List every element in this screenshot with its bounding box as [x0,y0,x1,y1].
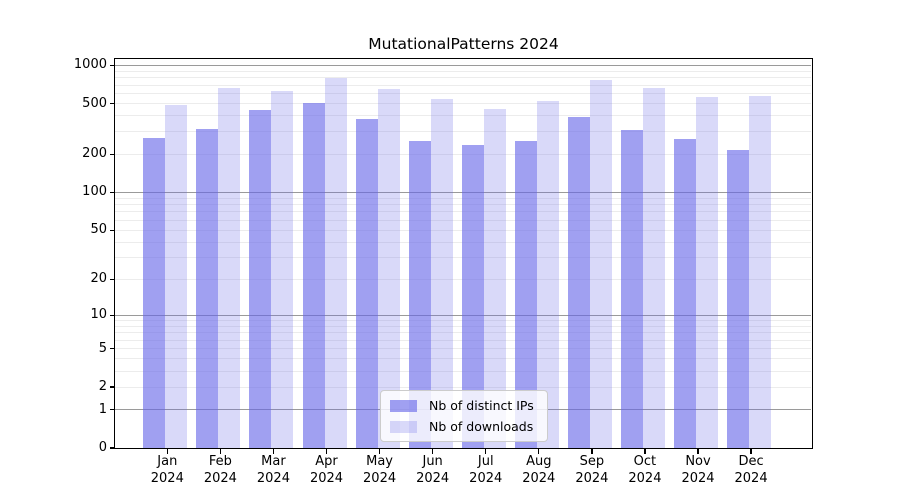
x-axis-tick [166,449,168,454]
grid-line-minor [115,70,811,72]
bar-downloads [377,88,400,448]
x-tick-label: Sep 2024 [575,454,609,486]
legend: Nb of distinct IPs Nb of downloads [380,390,548,442]
y-tick-label: 1000 [73,57,107,73]
grid-line-minor [115,77,811,79]
x-axis-tick [750,449,752,454]
x-tick-label: Apr 2024 [309,454,344,486]
bar-downloads [536,100,559,448]
bar-distinct-ips [674,138,696,448]
x-axis-tick [644,449,646,454]
bar-distinct-ips [249,110,272,448]
y-tick-label: 5 [98,340,107,356]
grid-line-minor [115,93,811,95]
bar-downloads [430,99,453,448]
y-tick-label: 20 [90,271,107,287]
legend-label-distinct-ips: Nb of distinct IPs [429,398,534,413]
bar-downloads [218,88,241,448]
y-tick-label: 1 [98,401,107,417]
y-axis-tick [109,191,114,193]
bar-downloads [324,78,347,448]
x-axis-tick [219,449,222,454]
x-tick-label: Jan 2024 [150,454,184,486]
bar-distinct-ips [302,103,325,448]
grid-line-major [115,64,811,66]
bar-downloads [589,80,612,448]
x-axis-tick [485,449,487,454]
legend-row-downloads: Nb of downloads [390,419,534,434]
x-tick-label: Nov 2024 [681,454,715,486]
x-axis-tick [432,449,434,454]
x-axis-tick [272,449,275,454]
y-tick-label: 50 [90,222,107,238]
grid-line-minor [115,131,811,133]
y-tick-label: 200 [82,146,107,162]
bar-downloads [749,95,772,448]
x-tick-label: Mar 2024 [256,454,290,486]
x-tick-label: Oct 2024 [628,454,662,486]
bar-downloads [165,105,188,448]
bar-distinct-ips [196,129,219,448]
bar-distinct-ips [408,140,431,448]
x-tick-label: Feb 2024 [203,454,237,486]
grid-line-minor [115,103,811,105]
x-axis-tick [378,449,381,454]
bar-distinct-ips [355,118,378,448]
legend-label-downloads: Nb of downloads [429,419,534,434]
y-tick-label: 100 [82,184,107,200]
x-axis-tick [325,449,328,454]
y-axis-tick [109,386,114,388]
y-tick-label: 500 [82,95,107,111]
y-tick-label: 2 [98,379,107,395]
y-axis-tick [109,314,114,316]
chart-title: MutationalPatterns 2024 [368,35,559,53]
bar-distinct-ips [514,141,537,448]
y-axis-tick [109,447,114,449]
y-axis-tick [109,278,114,280]
x-tick-label: May 2024 [363,454,397,486]
legend-row-distinct-ips: Nb of distinct IPs [390,398,534,413]
bar-distinct-ips [461,145,484,448]
y-axis-tick [109,153,114,155]
y-tick-label: 10 [90,307,107,323]
legend-swatch-downloads [390,420,417,433]
x-axis-tick [591,449,593,454]
x-tick-label: Jul 2024 [469,454,503,486]
y-axis-tick [109,102,114,105]
bar-distinct-ips [567,116,590,448]
x-tick-label: Jun 2024 [416,454,450,486]
y-axis-tick [109,64,114,66]
y-axis-tick [109,229,114,231]
x-axis-tick [538,449,540,454]
y-axis-tick [109,408,114,411]
plot-area [115,59,811,448]
bar-downloads [696,97,718,448]
legend-swatch-distinct-ips [390,399,417,412]
bar-distinct-ips [620,129,643,448]
bar-downloads [483,108,506,448]
y-axis-tick [109,348,114,350]
bar-downloads [271,90,294,448]
x-axis-tick [697,449,699,454]
bar-distinct-ips [143,138,166,448]
grid-line-minor [115,84,811,86]
y-tick-label: 0 [98,440,107,455]
x-tick-label: Dec 2024 [734,454,768,486]
x-tick-label: Aug 2024 [522,454,556,486]
bar-distinct-ips [727,150,750,448]
grid-line-minor [115,115,811,117]
bar-downloads [642,88,665,448]
